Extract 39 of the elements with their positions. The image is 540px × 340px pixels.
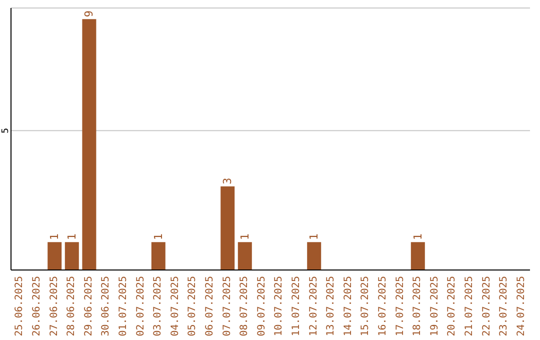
x-tick-label: 17.07.2025 — [394, 276, 406, 336]
data-label: 1 — [152, 234, 165, 240]
x-tick-label: 06.07.2025 — [204, 276, 216, 336]
x-tick-label: 20.07.2025 — [446, 276, 458, 336]
x-tick-label: 19.07.2025 — [429, 276, 440, 336]
data-label: 3 — [221, 178, 234, 184]
x-tick-label: 05.07.2025 — [187, 276, 198, 336]
x-tick-label: 29.06.2025 — [83, 276, 94, 336]
x-tick-label: 10.07.2025 — [274, 276, 285, 336]
data-label: 9 — [82, 10, 96, 18]
x-tick-label: 24.07.2025 — [516, 276, 527, 336]
x-tick-label: 28.06.2025 — [66, 276, 78, 336]
x-tick-label: 30.06.2025 — [100, 276, 112, 336]
x-tick-label: 07.07.2025 — [222, 276, 233, 336]
x-tick-label: 23.07.2025 — [498, 276, 510, 336]
x-tick-label: 15.07.2025 — [360, 276, 372, 336]
x-tick-label: 16.07.2025 — [377, 276, 388, 336]
x-tick-label: 13.07.2025 — [326, 276, 337, 336]
data-label: 1 — [411, 234, 424, 240]
data-label: 1 — [48, 234, 62, 240]
data-label: 1 — [238, 234, 252, 240]
x-tick-label: 25.06.2025 — [14, 276, 26, 336]
x-tick-label: 11.07.2025 — [290, 276, 302, 336]
x-tick-label: 27.06.2025 — [48, 276, 60, 336]
x-tick-label: 04.07.2025 — [170, 276, 181, 336]
x-tick-label: 02.07.2025 — [135, 276, 146, 336]
x-tick-label: 01.07.2025 — [118, 276, 129, 336]
x-tick-label: 09.07.2025 — [256, 276, 268, 336]
data-label: 1 — [65, 234, 78, 240]
x-tick-label: 18.07.2025 — [412, 276, 424, 336]
y-tick-label: 5 — [1, 128, 11, 134]
x-tick-label: 14.07.2025 — [342, 276, 354, 336]
x-tick-label: 12.07.2025 — [308, 276, 320, 336]
data-label: 1 — [308, 234, 321, 240]
x-tick-label: 21.07.2025 — [464, 276, 475, 336]
x-tick-label: 22.07.2025 — [481, 276, 492, 336]
x-tick-label: 03.07.2025 — [152, 276, 164, 336]
x-tick-label: 26.06.2025 — [31, 276, 42, 336]
x-tick-label: 08.07.2025 — [239, 276, 250, 336]
